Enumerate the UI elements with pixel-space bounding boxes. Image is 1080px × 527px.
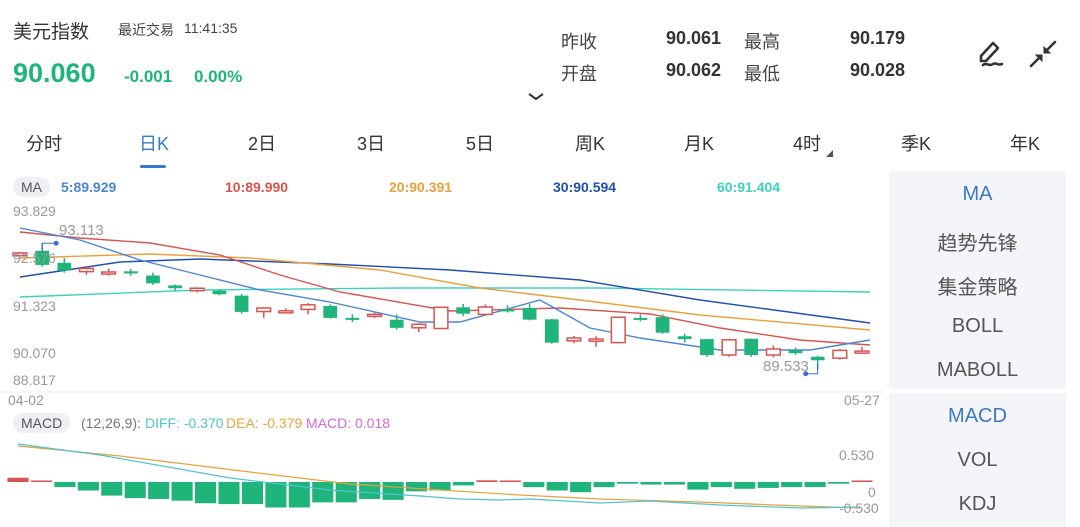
price-axis-label: 91.323 [13, 298, 56, 314]
price-change-pct: 0.00% [194, 67, 243, 86]
tab-quarterly-k[interactable]: 季K [900, 134, 932, 154]
indicator-strategy[interactable]: 集金策略 [937, 277, 1018, 299]
max-price-marker: 93.113 [59, 222, 104, 239]
indicator-trend-pioneer[interactable]: 趋势先锋 [937, 233, 1018, 255]
open-value: 90.062 [666, 60, 722, 80]
low-label: 最低 [744, 64, 780, 84]
macd-params: (12,26,9): [81, 415, 141, 431]
last-trade-label: 最近交易 [118, 22, 174, 38]
price-axis-label: 90.070 [13, 345, 56, 361]
macd-value: MACD: 0.018 [306, 415, 391, 431]
price-change: -0.001 [124, 67, 173, 86]
current-price: 90.060 [13, 58, 96, 88]
quote-header: 美元指数 最近交易 11:41:35 90.060 -0.001 0.00% 昨… [0, 0, 1080, 110]
indicator-macd[interactable]: MACD [948, 405, 1007, 427]
last-trade-time: 11:41:35 [184, 20, 238, 36]
dropdown-caret-icon[interactable] [826, 150, 833, 157]
date-axis-start: 04-02 [8, 392, 44, 408]
high-value: 90.179 [850, 28, 906, 48]
price-axis-label: 92.576 [13, 250, 56, 266]
open-label: 开盘 [561, 64, 597, 84]
ma-indicator-pill[interactable]: MA [13, 177, 50, 197]
active-tab-indicator [140, 165, 166, 168]
tab-minute[interactable]: 分时 [26, 134, 62, 154]
macd-axis-bottom: -0.530 [839, 500, 879, 516]
chevron-down-icon[interactable] [528, 92, 544, 102]
indicator-maboll[interactable]: MABOLL [936, 359, 1019, 381]
kline-chart[interactable] [0, 195, 885, 527]
macd-indicator-pill[interactable]: MACD [13, 413, 71, 433]
indicator-kdj[interactable]: KDJ [958, 493, 997, 515]
collapse-arrows-icon[interactable] [1026, 37, 1060, 71]
main-indicator-panel: MA 趋势先锋 集金策略 BOLL MABOLL [889, 171, 1066, 389]
macd-axis-zero: 0 [868, 484, 876, 500]
indicator-ma[interactable]: MA [962, 183, 993, 205]
price-axis-label: 88.817 [13, 372, 56, 388]
tab-3day[interactable]: 3日 [356, 134, 386, 154]
draw-pen-icon[interactable] [974, 37, 1008, 71]
macd-axis-top: 0.530 [839, 447, 875, 463]
ma10-value: 10:89.990 [225, 179, 289, 195]
tab-4hour[interactable]: 4时 [792, 134, 822, 154]
low-value: 90.028 [850, 60, 906, 80]
period-tabs: 分时 日K 2日 3日 5日 周K 月K 4时 季K 年K [0, 120, 1080, 170]
ma5-value: 5:89.929 [61, 179, 117, 195]
instrument-title: 美元指数 [13, 22, 90, 43]
min-price-marker: 89.533 [763, 358, 809, 375]
tab-daily-k[interactable]: 日K [138, 134, 170, 154]
tab-yearly-k[interactable]: 年K [1009, 134, 1041, 154]
indicator-boll[interactable]: BOLL [951, 315, 1004, 337]
ma60-value: 60:91.404 [717, 179, 781, 195]
tab-5day[interactable]: 5日 [465, 134, 495, 154]
sub-indicator-panel: MACD VOL KDJ [889, 393, 1066, 527]
ma30-value: 30:90.594 [553, 179, 617, 195]
macd-diff: DIFF: -0.370 [145, 415, 224, 431]
ma20-value: 20:90.391 [389, 179, 453, 195]
tab-2day[interactable]: 2日 [247, 134, 277, 154]
tab-monthly-k[interactable]: 月K [683, 134, 715, 154]
tab-weekly-k[interactable]: 周K [574, 134, 606, 154]
prev-close-value: 90.061 [666, 28, 722, 48]
indicator-vol[interactable]: VOL [957, 449, 998, 471]
macd-dea: DEA: -0.379 [226, 415, 303, 431]
date-axis-end: 05-27 [844, 392, 880, 408]
high-label: 最高 [744, 32, 780, 52]
price-axis-label: 93.829 [13, 203, 56, 219]
prev-close-label: 昨收 [561, 32, 597, 52]
